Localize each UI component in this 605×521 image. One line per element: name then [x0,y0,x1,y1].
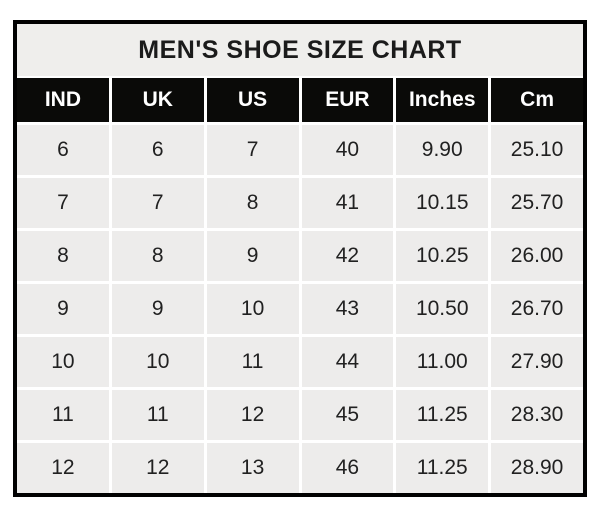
table-cell: 8 [111,231,204,281]
table-cell: 11 [111,390,204,440]
table-cell: 46 [301,443,394,493]
column-header-us: US [206,78,299,122]
page-title: MEN'S SHOE SIZE CHART [138,35,462,64]
table-cell: 28.30 [491,390,583,440]
column-header-cm: Cm [491,78,583,122]
table-cell: 10 [206,284,299,334]
table-cell: 8 [206,178,299,228]
table-grid: IND UK US EUR Inches Cm 6 6 7 40 9.90 25.10 7 7 8 41 10.… [17,78,583,493]
table-cell: 12 [17,443,109,493]
table-cell: 7 [111,178,204,228]
table-cell: 27.90 [491,337,583,387]
table-cell: 11 [17,390,109,440]
table-cell: 11.25 [396,443,489,493]
table-cell: 43 [301,284,394,334]
table-cell: 10 [17,337,109,387]
table-cell: 9 [17,284,109,334]
table-cell: 13 [206,443,299,493]
table-cell: 41 [301,178,394,228]
table-cell: 25.10 [491,125,583,175]
table-cell: 45 [301,390,394,440]
table-cell: 10.50 [396,284,489,334]
table-cell: 11 [206,337,299,387]
table-cell: 11.25 [396,390,489,440]
table-cell: 7 [206,125,299,175]
table-cell: 12 [111,443,204,493]
table-cell: 6 [17,125,109,175]
size-chart-table: MEN'S SHOE SIZE CHART IND UK US EUR Inches Cm… [13,20,587,497]
table-title-row: MEN'S SHOE SIZE CHART [17,24,583,78]
table-cell: 7 [17,178,109,228]
column-header-eur: EUR [301,78,394,122]
column-header-inches: Inches [396,78,489,122]
table-cell: 10.15 [396,178,489,228]
table-cell: 12 [206,390,299,440]
table-cell: 44 [301,337,394,387]
table-cell: 28.90 [491,443,583,493]
table-cell: 10.25 [396,231,489,281]
table-cell: 9.90 [396,125,489,175]
table-cell: 42 [301,231,394,281]
table-cell: 6 [111,125,204,175]
column-header-uk: UK [111,78,204,122]
table-cell: 26.70 [491,284,583,334]
table-cell: 9 [206,231,299,281]
table-cell: 10 [111,337,204,387]
table-cell: 8 [17,231,109,281]
column-header-ind: IND [17,78,109,122]
table-cell: 26.00 [491,231,583,281]
table-cell: 11.00 [396,337,489,387]
table-cell: 40 [301,125,394,175]
table-cell: 25.70 [491,178,583,228]
table-cell: 9 [111,284,204,334]
